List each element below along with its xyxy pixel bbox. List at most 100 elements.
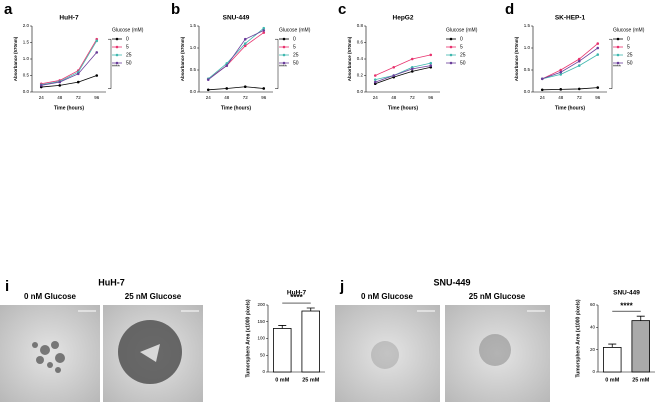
data-point xyxy=(262,31,266,34)
data-point xyxy=(559,88,563,91)
y-axis-label: Absorbance (570nm) xyxy=(180,36,185,81)
data-point xyxy=(596,42,600,45)
legend-swatch xyxy=(115,61,119,65)
y-tick-label: 1.5 xyxy=(524,23,531,28)
error-bar xyxy=(608,343,617,348)
data-point xyxy=(95,39,99,43)
image xyxy=(335,305,440,402)
legend-label: 5 xyxy=(126,44,129,50)
data-point xyxy=(225,87,229,90)
legend-swatch xyxy=(616,45,620,49)
y-tick-label: 50 xyxy=(260,352,266,357)
y-tick-label: 20 xyxy=(590,347,596,352)
x-tick-label: 96 xyxy=(595,95,601,100)
x-tick-label: 24 xyxy=(540,95,546,100)
image-label: 0 nM Glucose xyxy=(361,292,414,301)
x-tick-label: 25 mM xyxy=(632,377,650,383)
y-tick-label: 200 xyxy=(257,302,265,307)
legend-swatch xyxy=(115,53,119,57)
series-line xyxy=(375,54,431,76)
y-tick-label: 150 xyxy=(257,319,265,324)
legend-title: Glucose (mM) xyxy=(279,27,311,33)
significance-bracket xyxy=(108,38,112,89)
legend-label: 5 xyxy=(627,44,630,50)
panel-letter: a xyxy=(4,1,13,18)
legend-label: 0 xyxy=(627,36,630,42)
data-point xyxy=(559,70,563,74)
significance-bracket xyxy=(609,38,613,89)
legend-label: 25 xyxy=(460,52,466,58)
data-point xyxy=(410,70,414,73)
x-tick-label: 72 xyxy=(243,95,249,100)
cell-cluster xyxy=(479,334,511,366)
legend-swatch xyxy=(282,37,286,41)
x-tick-label: 96 xyxy=(261,95,267,100)
data-point xyxy=(392,74,396,77)
panel-letter: i xyxy=(5,278,9,295)
series-line xyxy=(41,38,98,85)
error-bar xyxy=(278,325,287,329)
y-tick-label: 0 xyxy=(592,369,595,374)
legend-title: Glucose (mM) xyxy=(112,27,144,33)
significance: **** xyxy=(290,293,303,302)
data-point xyxy=(577,87,581,91)
x-tick-label: 72 xyxy=(577,95,583,100)
legend-label: 5 xyxy=(460,44,463,50)
data-point xyxy=(577,57,581,61)
chart-title: SNU-449 xyxy=(223,15,250,22)
x-tick-label: 48 xyxy=(391,95,397,100)
legend-swatch xyxy=(115,45,119,49)
legend-swatch xyxy=(449,45,453,49)
x-axis-label: Time (hours) xyxy=(388,105,419,111)
data-point xyxy=(243,37,247,41)
chart-title: SK-HEP-1 xyxy=(555,15,586,22)
data-point xyxy=(577,59,581,63)
data-point xyxy=(373,74,377,77)
chart-title: HepG2 xyxy=(393,15,414,22)
legend-label: 25 xyxy=(627,52,633,58)
y-tick-label: 0.5 xyxy=(190,67,197,72)
cell-clusters xyxy=(32,341,65,373)
y-tick-label: 1.0 xyxy=(190,45,197,50)
significance-bracket xyxy=(275,38,279,89)
data-point xyxy=(540,88,544,92)
legend-swatch xyxy=(616,61,620,65)
data-point xyxy=(559,68,563,72)
panel-letter: c xyxy=(338,1,346,18)
series-line xyxy=(41,40,98,86)
legend-label: 5 xyxy=(293,44,296,50)
data-point xyxy=(410,57,414,61)
image xyxy=(445,305,550,402)
y-tick-label: 0.5 xyxy=(23,73,30,78)
legend-label: 0 xyxy=(293,36,296,42)
chart-title: HuH-7 xyxy=(59,15,79,22)
y-tick-label: 0 xyxy=(262,369,265,374)
chart-title: HuH-7 xyxy=(287,290,307,297)
x-tick-label: 48 xyxy=(57,95,63,100)
panel-letter: b xyxy=(171,1,180,18)
series-line xyxy=(41,75,97,88)
y-tick-label: 0.0 xyxy=(524,89,531,94)
series-line xyxy=(542,47,598,80)
legend-label: 50 xyxy=(460,60,466,66)
significance: **** xyxy=(112,64,120,70)
series-line xyxy=(207,27,265,80)
error-bar xyxy=(636,315,645,321)
legend-swatch xyxy=(282,53,286,57)
significance: **** xyxy=(620,301,633,310)
y-axis-label: Absorbance (570nm) xyxy=(347,36,352,81)
series-line xyxy=(208,30,264,80)
data-point xyxy=(373,80,377,84)
legend-label: 50 xyxy=(293,60,299,66)
tumorsphere-gap xyxy=(140,344,160,362)
y-tick-label: 0.0 xyxy=(23,89,30,94)
legend-label: 25 xyxy=(126,52,132,58)
image-label: 0 nM Glucose xyxy=(24,292,77,301)
data-point xyxy=(596,53,600,56)
chart-title: SNU-449 xyxy=(613,290,640,297)
data-point xyxy=(243,85,247,89)
legend-swatch xyxy=(449,61,453,65)
legend-label: 0 xyxy=(126,36,129,42)
y-tick-label: 60 xyxy=(590,302,596,307)
